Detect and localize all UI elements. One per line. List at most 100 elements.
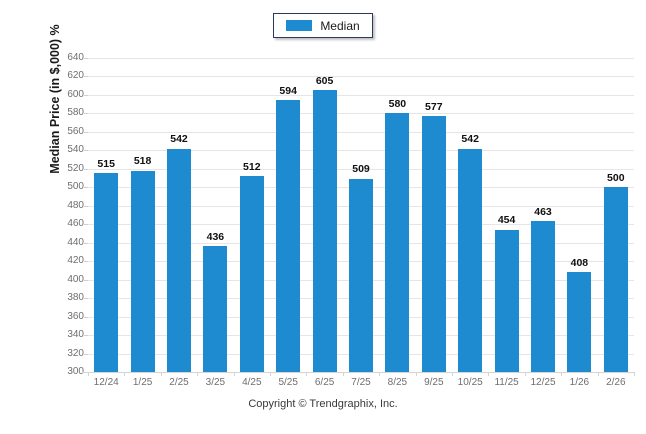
table-row[interactable]: 515 [94, 58, 119, 372]
gridline-580 [88, 113, 634, 115]
gridline-620 [88, 76, 634, 78]
x-tick-mark-12/24 [88, 372, 89, 376]
bar-value-label-11/25: 454 [497, 214, 516, 227]
x-tick-mark-12/25 [524, 372, 526, 376]
x-tick-label-11/25: 11/25 [494, 377, 519, 388]
x-tick-label-10/25: 10/25 [457, 377, 483, 388]
x-tick-label-3/25: 3/25 [205, 377, 226, 388]
y-tick-mark-620 [84, 76, 88, 78]
bar-2/26[interactable] [603, 187, 628, 372]
y-tick-label-380: 380 [67, 292, 84, 304]
y-tick-label-400: 400 [67, 273, 84, 285]
x-tick-mark-1/26 [561, 372, 563, 376]
x-tick-mark-10/25 [452, 372, 453, 376]
gridline-600 [88, 94, 634, 96]
y-tick-label-600: 600 [67, 88, 84, 100]
y-tick-mark-520 [84, 168, 88, 170]
y-tick-label-640: 640 [67, 52, 84, 63]
legend-swatch-median [286, 20, 313, 31]
bar-value-label-2/26: 500 [607, 171, 625, 184]
bar-value-label-1/26: 408 [570, 256, 589, 269]
bar-4/25[interactable] [239, 176, 264, 372]
bar-10/25[interactable] [458, 148, 483, 372]
bar-2/25[interactable] [167, 148, 191, 372]
x-tick-label-9/25: 9/25 [424, 377, 444, 388]
bar-value-label-10/25: 542 [461, 133, 479, 146]
y-tick-mark-440 [84, 242, 88, 244]
bar-value-label-8/25: 580 [388, 97, 407, 110]
x-tick-mark-8/25 [379, 372, 381, 376]
gridline-540 [88, 150, 634, 152]
x-tick-mark-5/25 [270, 372, 271, 376]
y-tick-label-480: 480 [67, 199, 84, 211]
bar-value-label-2/25: 542 [170, 133, 188, 146]
y-tick-mark-480 [84, 205, 88, 207]
x-tick-mark-6/25 [306, 372, 308, 376]
bar-8/25[interactable] [385, 113, 410, 372]
x-tick-label-12/25: 12/25 [530, 377, 556, 388]
table-row[interactable]: 580 [385, 58, 410, 372]
table-row[interactable]: 605 [312, 58, 337, 372]
x-tick-mark-4/25 [233, 372, 235, 376]
table-row[interactable]: 509 [349, 58, 373, 372]
x-tick-mark-3/25 [197, 372, 199, 376]
x-tick-mark-2/25 [160, 372, 162, 376]
table-row[interactable]: 542 [458, 58, 483, 372]
table-row[interactable]: 577 [421, 58, 446, 372]
y-tick-label-580: 580 [67, 107, 84, 119]
bar-1/26[interactable] [567, 272, 592, 372]
y-tick-label-360: 360 [67, 310, 84, 322]
gridline-560 [88, 131, 634, 133]
x-tick-label-1/26: 1/26 [569, 377, 590, 388]
bar-12/25[interactable] [531, 221, 555, 372]
bar-1/25[interactable] [130, 170, 155, 372]
bar-6/25[interactable] [312, 90, 337, 372]
table-row[interactable]: 500 [603, 58, 628, 372]
table-row[interactable]: 518 [130, 58, 155, 372]
x-tick-mark-1/25 [124, 372, 126, 376]
bar-3/25[interactable] [203, 246, 228, 372]
bar-value-label-3/25: 436 [206, 230, 225, 243]
table-row[interactable]: 408 [567, 58, 592, 372]
x-tick-mark-end [634, 372, 635, 376]
x-tick-label-7/25: 7/25 [351, 377, 371, 388]
y-tick-label-300: 300 [67, 366, 84, 377]
x-tick-label-8/25: 8/25 [387, 377, 408, 388]
y-tick-label-320: 320 [67, 347, 84, 359]
x-tick-label-1/25: 1/25 [132, 377, 153, 388]
y-tick-mark-500 [84, 187, 88, 189]
x-tick-label-2/26: 2/26 [606, 377, 626, 388]
bar-12/24[interactable] [94, 173, 119, 372]
chart-legend[interactable]: Median [273, 13, 373, 38]
legend-label-median: Median [320, 18, 360, 33]
bar-7/25[interactable] [349, 178, 373, 372]
bar-11/25[interactable] [494, 229, 519, 372]
x-tick-label-2/25: 2/25 [169, 377, 189, 388]
bar-5/25[interactable] [276, 100, 301, 372]
bar-series-median: 515 518 542 436 512 594 605 509 580 577 542 454 463 4… [88, 58, 634, 372]
y-tick-label-500: 500 [67, 181, 84, 193]
x-tick-label-4/25: 4/25 [242, 377, 262, 388]
table-row[interactable]: 454 [494, 58, 519, 372]
y-tick-label-420: 420 [67, 255, 84, 267]
y-tick-label-540: 540 [67, 144, 84, 156]
bar-value-label-1/25: 518 [133, 155, 152, 168]
table-row[interactable]: 436 [203, 58, 228, 372]
y-tick-label-440: 440 [67, 236, 84, 248]
bar-value-label-6/25: 605 [315, 74, 334, 87]
bar-value-label-5/25: 594 [279, 84, 297, 97]
bar-value-label-4/25: 512 [243, 160, 261, 173]
table-row[interactable]: 512 [239, 58, 264, 372]
table-row[interactable]: 463 [531, 58, 555, 372]
table-row[interactable]: 594 [276, 58, 301, 372]
table-row[interactable]: 542 [167, 58, 191, 372]
y-tick-mark-540 [84, 150, 88, 152]
y-tick-mark-320 [84, 353, 88, 355]
x-tick-mark-11/25 [488, 372, 490, 376]
bar-9/25[interactable] [421, 116, 446, 372]
y-tick-mark-420 [84, 261, 88, 263]
y-axis-ticks: 640 620 600 580 560 540 520 500 480 460 440 420 400 3… [40, 53, 88, 377]
y-tick-mark-580 [84, 113, 88, 115]
y-tick-mark-400 [84, 279, 88, 281]
x-axis-line [82, 372, 634, 373]
